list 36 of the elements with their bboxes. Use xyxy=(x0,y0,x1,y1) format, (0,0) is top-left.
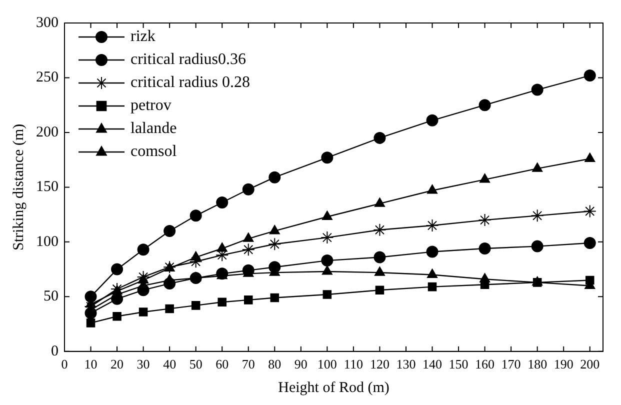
legend-label: petrov xyxy=(130,97,172,114)
y-tick-label: 250 xyxy=(36,70,58,86)
x-tick-label: 40 xyxy=(163,356,176,372)
x-tick-label: 140 xyxy=(422,356,442,372)
x-tick-label: 150 xyxy=(448,356,468,372)
x-tick-label: 60 xyxy=(216,356,229,372)
x-tick-label: 190 xyxy=(554,356,574,372)
legend-label: lalande xyxy=(130,120,177,138)
legend-label: critical radius 0.28 xyxy=(130,74,250,92)
y-tick-label: 150 xyxy=(36,179,58,196)
x-tick-label: 170 xyxy=(501,356,521,372)
x-tick-label: 20 xyxy=(110,356,124,372)
y-tick-label: 200 xyxy=(36,124,58,140)
x-axis-title: Height of Rod (m) xyxy=(278,380,390,396)
legend-label: rizk xyxy=(130,28,156,46)
y-tick-label: 50 xyxy=(44,288,58,305)
y-axis-title: Striking distance (m) xyxy=(10,124,27,251)
x-tick-label: 180 xyxy=(528,356,548,372)
x-tick-label: 110 xyxy=(344,356,363,372)
x-tick-label: 90 xyxy=(294,356,308,372)
x-tick-label: 50 xyxy=(189,356,202,372)
x-tick-label: 70 xyxy=(242,356,255,372)
x-tick-label: 160 xyxy=(475,356,495,372)
x-tick-label: 80 xyxy=(268,356,282,372)
x-tick-label: 10 xyxy=(84,356,98,372)
x-tick-label: 0 xyxy=(61,356,68,372)
x-tick-label: 120 xyxy=(370,356,390,372)
y-tick-label: 0 xyxy=(51,343,58,360)
x-tick-label: 100 xyxy=(317,356,337,372)
x-tick-label: 130 xyxy=(396,356,416,372)
y-tick-label: 100 xyxy=(36,234,58,250)
x-tick-label: 200 xyxy=(580,356,600,372)
legend-label: critical radius0.36 xyxy=(130,51,246,68)
legend-label: comsol xyxy=(130,143,178,160)
y-tick-label: 300 xyxy=(36,14,58,31)
x-tick-label: 30 xyxy=(136,356,150,372)
